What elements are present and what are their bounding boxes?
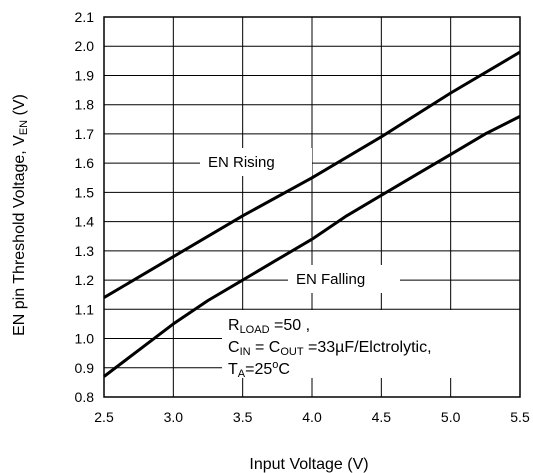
y-tick-label: 1.6: [75, 155, 95, 171]
x-tick-label: 2.5: [94, 409, 114, 425]
y-tick-label: 1.4: [75, 214, 95, 230]
x-tick-label: 5.5: [510, 409, 530, 425]
x-tick-label: 3.5: [233, 409, 253, 425]
condition-temperature: TA=25oC: [228, 359, 290, 380]
grid: [103, 16, 521, 398]
y-tick-label: 1.2: [75, 272, 95, 288]
series-label-en-falling: EN Falling: [296, 271, 365, 288]
y-tick-label: 0.9: [75, 360, 95, 376]
series-label-en-rising: EN Rising: [208, 154, 275, 171]
y-tick-label: 2.0: [75, 38, 95, 54]
conditions-box: [222, 310, 522, 378]
label-box-en-rising: [200, 148, 312, 176]
y-tick-label: 1.0: [75, 331, 95, 347]
x-tick-label: 3.0: [164, 409, 184, 425]
condition-capacitors: CIN = COUT =33µF/Elctrolytic,: [228, 339, 432, 358]
series-line-en-rising: [103, 50, 521, 299]
x-tick-label: 5.0: [441, 409, 461, 425]
y-tick-label: 1.8: [75, 97, 95, 113]
x-tick-labels: 2.5 3.0 3.5 4.0 4.5 5.0 5.5: [94, 409, 530, 425]
y-tick-label: 0.8: [75, 389, 95, 405]
series-layer: [103, 50, 521, 378]
plot-frame: [103, 16, 521, 398]
y-tick-label: 2.1: [75, 9, 95, 25]
y-tick-label: 1.3: [75, 243, 95, 259]
series-line-en-falling: [103, 115, 521, 378]
x-axis-title: Input Voltage (V): [249, 456, 368, 473]
x-tick-label: 4.0: [302, 409, 322, 425]
y-axis-title: EN pin Threshold Voltage, VEN (V): [11, 94, 30, 336]
x-tick-label: 4.5: [372, 409, 392, 425]
condition-rload: RLOAD =50 ,: [228, 317, 310, 336]
y-tick-label: 1.1: [75, 301, 95, 317]
y-tick-label: 1.5: [75, 184, 95, 200]
y-tick-labels: 0.8 0.9 1.0 1.1 1.2 1.3 1.4 1.5 1.6 1.7 1.8 1.9 2.0 2…: [75, 9, 95, 405]
y-tick-label: 1.7: [75, 126, 95, 142]
y-tick-label: 1.9: [75, 67, 95, 83]
label-box-en-falling: [288, 265, 400, 293]
